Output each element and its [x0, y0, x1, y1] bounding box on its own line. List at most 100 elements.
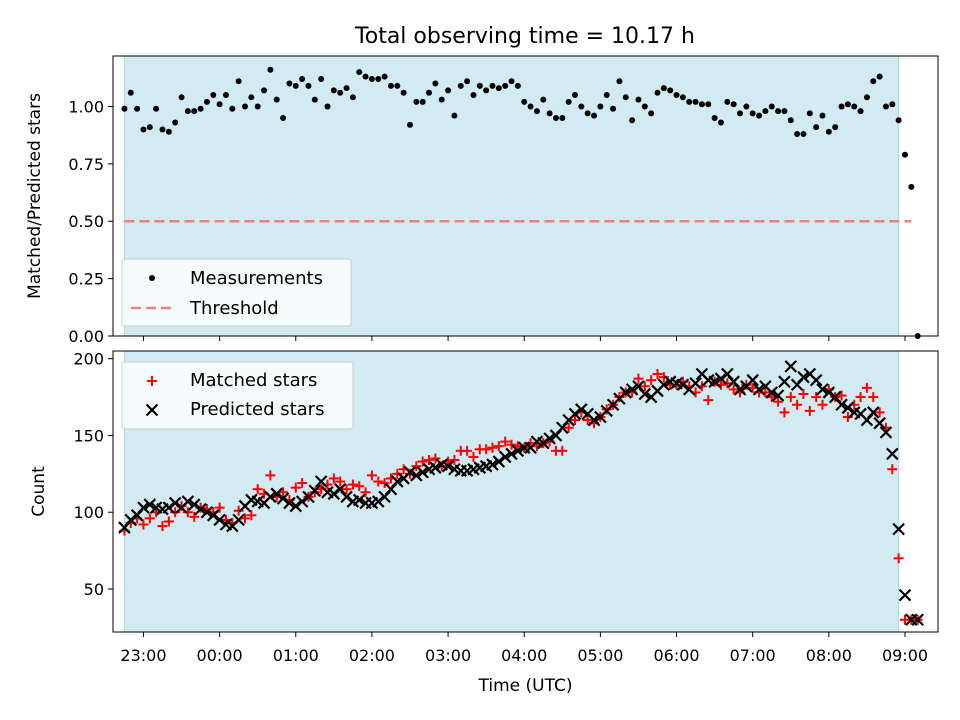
measurement-point — [584, 110, 591, 117]
measurement-point — [286, 80, 293, 87]
predicted-star-point — [200, 505, 214, 519]
matched-star-point — [487, 442, 498, 453]
predicted-star-point — [124, 513, 138, 527]
x-tick-label: 02:00 — [349, 646, 395, 665]
measurement-point — [127, 89, 134, 96]
predicted-star-point — [625, 383, 639, 396]
measurement-point — [362, 73, 369, 80]
predicted-star-point — [657, 378, 671, 392]
matched-star-point — [842, 412, 853, 423]
measurement-point — [673, 92, 680, 99]
predicted-star-point — [746, 373, 759, 387]
predicted-star-point — [784, 360, 798, 373]
predicted-star-point — [638, 387, 652, 401]
measurement-point — [730, 101, 737, 108]
predicted-star-point — [352, 493, 366, 507]
measurement-point — [191, 108, 198, 115]
count-y-ticks: 50 100 150 200 — [73, 350, 113, 599]
measurement-point — [876, 73, 883, 80]
x-tick-label: 06:00 — [653, 646, 699, 665]
measurement-point — [737, 110, 743, 117]
predicted-star-point — [809, 373, 823, 387]
measurement-point — [819, 112, 826, 119]
legend-measurements-marker — [149, 275, 155, 281]
measurement-point — [756, 112, 763, 119]
predicted-star-point — [816, 383, 829, 396]
matched-star-point — [341, 484, 352, 495]
measurement-point — [832, 124, 839, 131]
measurement-point — [597, 103, 604, 110]
ratio-y-ticks: 0.00 0.25 0.50 0.75 1.00 — [68, 97, 113, 346]
matched-star-point — [138, 519, 149, 530]
measurement-point — [254, 103, 261, 110]
measurement-point — [165, 128, 172, 135]
matched-star-point — [462, 445, 473, 456]
matched-star-point — [424, 455, 435, 466]
predicted-star-point — [206, 509, 220, 522]
predicted-star-point — [327, 487, 341, 501]
matched-star-point — [252, 484, 263, 495]
measurement-point — [870, 78, 877, 85]
predicted-star-point — [689, 376, 702, 390]
predicted-star-point — [543, 432, 556, 445]
predicted-star-point — [232, 513, 245, 527]
predicted-star-point — [162, 501, 176, 514]
x-tick-label: 08:00 — [806, 646, 852, 665]
predicted-star-point — [498, 450, 512, 464]
measurement-point — [641, 103, 648, 110]
matched-star-point — [360, 487, 371, 498]
measurement-point — [667, 87, 674, 94]
predicted-star-point — [270, 487, 284, 501]
matched-star-point — [347, 479, 358, 490]
matched-star-point — [868, 392, 879, 403]
matched-star-point — [658, 372, 669, 383]
predicted-star-point — [137, 501, 150, 514]
matched-star-point — [170, 507, 181, 518]
measurement-point — [413, 98, 420, 105]
predicted-star-point — [283, 496, 296, 510]
count-panel: 50 100 150 200 23:00 00:00 01:00 02:00 03:00 04:… — [29, 350, 939, 696]
matched-star-point — [639, 381, 650, 392]
predicted-star-point — [441, 459, 455, 473]
measurement-point — [318, 75, 325, 82]
matched-star-point — [811, 392, 822, 403]
matched-star-point — [773, 396, 784, 407]
x-tick-label: 07:00 — [730, 646, 776, 665]
predicted-star-point — [187, 498, 201, 511]
measurement-point — [851, 103, 858, 110]
matched-star-point — [214, 502, 225, 513]
measurement-point — [280, 114, 287, 121]
measurement-point — [908, 183, 915, 190]
measurement-point — [134, 105, 141, 112]
predicted-star-point — [168, 496, 182, 510]
matched-star-point — [570, 415, 580, 426]
measurement-point — [533, 108, 540, 115]
matched-star-point — [233, 505, 244, 516]
predicted-star-point — [822, 386, 836, 399]
measurement-point — [552, 114, 559, 121]
measurement-point — [305, 82, 312, 89]
matched-star-point — [468, 451, 479, 462]
legend-predicted-label: Predicted stars — [190, 399, 324, 420]
measurement-point — [813, 124, 820, 131]
measurement-point — [242, 103, 248, 110]
measurement-point — [521, 98, 528, 105]
matched-star-point — [411, 461, 422, 472]
measurement-point — [222, 92, 229, 99]
measurement-point — [743, 103, 750, 110]
matched-star-point — [506, 439, 517, 450]
matched-star-point — [449, 455, 460, 466]
measurement-point — [349, 94, 356, 101]
measurement-point — [768, 103, 775, 110]
measurement-point — [394, 82, 401, 89]
legend-matched-label: Matched stars — [190, 370, 317, 391]
measurement-point — [121, 105, 128, 112]
predicted-star-point — [194, 502, 207, 516]
predicted-star-point — [835, 398, 848, 412]
measurement-point — [356, 69, 363, 76]
matched-star-point — [874, 407, 885, 418]
matched-star-point — [366, 470, 377, 481]
measurement-point — [660, 85, 667, 92]
measurement-point — [438, 96, 445, 103]
